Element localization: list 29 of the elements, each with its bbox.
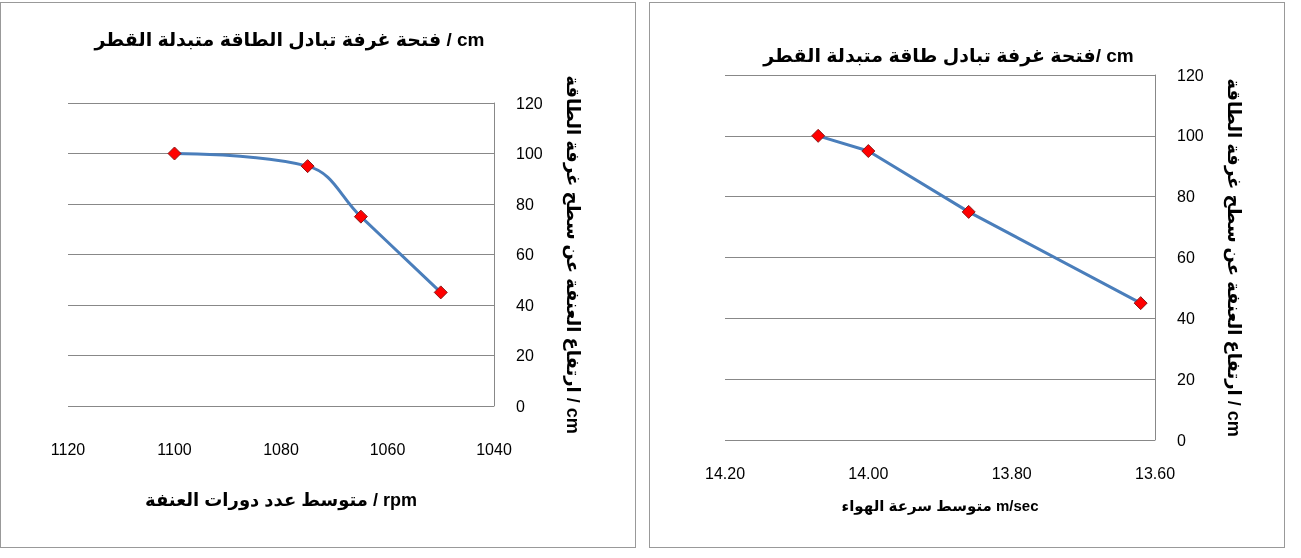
y-tick-label: 0 xyxy=(1177,431,1186,449)
y-tick-label: 60 xyxy=(516,246,534,263)
x-tick-label: 1120 xyxy=(50,440,86,458)
y-tick-label: 20 xyxy=(1177,370,1195,388)
x-tick-label: 1080 xyxy=(263,440,299,458)
x-tick-label: 1040 xyxy=(476,440,512,458)
y-tick-label: 80 xyxy=(1177,188,1195,206)
y-tick-label: 0 xyxy=(516,397,525,415)
y-tick-label: 40 xyxy=(1177,309,1195,327)
chart-title: فتحة غرفة تبادل طاقة متبدلة القطر/ cm xyxy=(762,45,1134,67)
y-axis-title: ارتفاع العنفة عن سطح غرفة الطاقة / cm xyxy=(1223,78,1244,437)
x-tick-label: 13.60 xyxy=(1134,464,1176,482)
x-tick-label: 14.20 xyxy=(704,464,746,482)
y-tick-label: 40 xyxy=(516,296,534,314)
y-tick-label: 80 xyxy=(516,195,534,213)
x-tick-label: 1100 xyxy=(157,440,192,458)
y-axis-title: ارتفاع العنفة عن سطح غرفة الطاقة / cm xyxy=(562,75,583,434)
chart-title: فتحة غرفة تبادل الطاقة متبدلة القطر / cm xyxy=(93,29,485,51)
x-axis-title: متوسط عدد دورات العنفة / rpm xyxy=(144,490,418,511)
x-tick-label: 1060 xyxy=(369,440,406,458)
y-tick-label: 20 xyxy=(516,347,534,364)
y-tick-label: 120 xyxy=(1177,66,1204,84)
x-axis-title: متوسط سرعة الهواء m/sec xyxy=(841,497,1039,515)
x-tick-label: 14.00 xyxy=(848,464,889,482)
y-tick-label: 120 xyxy=(516,94,543,112)
y-tick-label: 100 xyxy=(1177,127,1204,145)
x-tick-label: 13.80 xyxy=(991,464,1032,482)
y-tick-label: 100 xyxy=(516,145,543,162)
y-tick-label: 60 xyxy=(1177,249,1195,266)
